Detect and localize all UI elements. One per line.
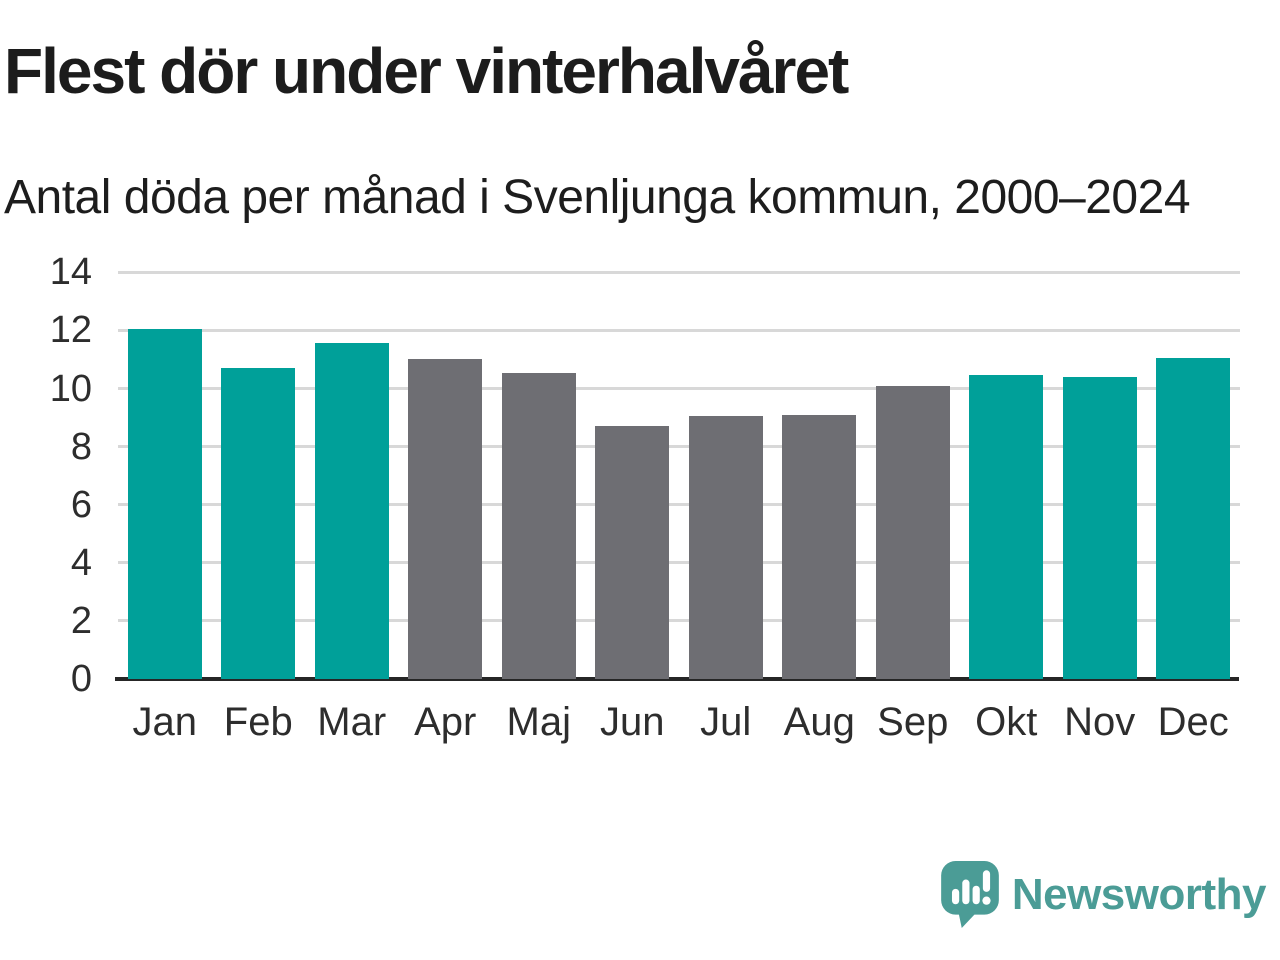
x-axis-label-jul: Jul bbox=[700, 700, 752, 744]
x-axis-label-sep: Sep bbox=[877, 700, 949, 744]
x-axis-label-dec: Dec bbox=[1157, 700, 1229, 744]
y-axis-tick-label-2: 2 bbox=[70, 599, 92, 642]
x-axis-label-nov: Nov bbox=[1064, 700, 1136, 744]
bar-jul bbox=[688, 416, 763, 679]
bar-jan bbox=[127, 328, 202, 679]
y-axis-tick-label-14: 14 bbox=[49, 251, 92, 294]
x-axis-line bbox=[115, 677, 1239, 681]
bar-feb bbox=[221, 368, 296, 679]
bar-mar bbox=[314, 343, 389, 679]
x-axis-label-maj: Maj bbox=[506, 700, 571, 744]
x-axis-label-jun: Jun bbox=[600, 700, 665, 744]
x-axis-label-jan: Jan bbox=[132, 700, 198, 744]
gridline-y8 bbox=[118, 445, 1240, 449]
bar-maj bbox=[501, 372, 576, 679]
y-axis-tick-label-10: 10 bbox=[49, 367, 92, 410]
bar-dec bbox=[1156, 357, 1231, 679]
chart-subtitle: Antal döda per månad i Svenljunga kommun… bbox=[4, 171, 1191, 224]
x-axis-label-aug: Aug bbox=[783, 700, 855, 744]
y-axis-tick-label-4: 4 bbox=[70, 541, 92, 584]
bar-jun bbox=[595, 426, 670, 679]
x-axis-label-mar: Mar bbox=[317, 700, 387, 744]
x-axis-label-okt: Okt bbox=[975, 700, 1038, 744]
gridline-y6 bbox=[118, 503, 1240, 507]
bar-nov bbox=[1062, 376, 1137, 679]
y-axis-tick-label-0: 0 bbox=[70, 658, 92, 700]
y-axis-tick-label-8: 8 bbox=[70, 425, 92, 468]
newsworthy-logo: Newsworthy bbox=[940, 856, 1267, 934]
y-axis-tick-label-12: 12 bbox=[49, 309, 92, 352]
chart-title: Flest dör under vinterhalvåret bbox=[4, 35, 849, 107]
newsworthy-logo-icon bbox=[940, 861, 999, 928]
x-axis-label-apr: Apr bbox=[414, 700, 477, 744]
bar-sep bbox=[875, 385, 950, 679]
bar-okt bbox=[969, 375, 1044, 679]
gridline-y2 bbox=[118, 619, 1240, 623]
gridline-y12 bbox=[118, 328, 1240, 332]
gridline-y14 bbox=[118, 270, 1240, 274]
gridline-y10 bbox=[118, 387, 1240, 390]
bar-apr bbox=[408, 359, 483, 679]
bar-aug bbox=[782, 414, 857, 679]
x-axis-label-feb: Feb bbox=[223, 700, 293, 744]
y-axis-tick-label-6: 6 bbox=[70, 483, 92, 526]
newsworthy-wordmark: Newsworthy bbox=[1011, 870, 1267, 919]
gridline-y4 bbox=[118, 561, 1240, 565]
